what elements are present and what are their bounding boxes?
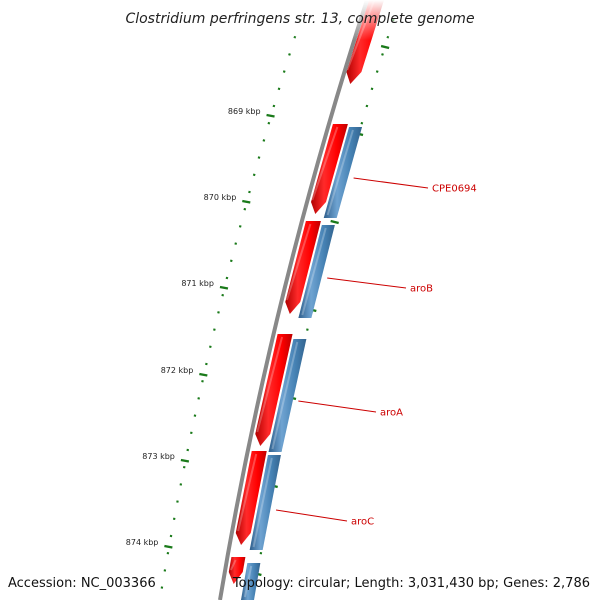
topology-text: Topology: circular; Length: 3,031,430 bp…	[232, 576, 590, 591]
major-tick-outer	[266, 113, 275, 118]
major-tick-outer	[180, 458, 190, 463]
minor-tick-inner	[365, 104, 369, 108]
reverse-gene-arrow-highlight	[252, 457, 273, 548]
forward-gene-arrow	[311, 124, 348, 214]
reverse-gene-arrow	[323, 127, 363, 218]
major-tick-outer	[219, 285, 229, 290]
gene-label-leader	[327, 277, 407, 289]
gene-labels: CPE0694 aroB aroA aroC	[275, 177, 477, 528]
reverse-gene-arrow-highlight	[326, 129, 354, 216]
minor-tick-outer	[238, 225, 242, 228]
forward-gene-arrow-highlight	[256, 336, 284, 433]
minor-tick-inner	[375, 70, 379, 73]
accession-text: Accession: NC_003366	[8, 576, 156, 591]
tick-label: 869 kbp	[228, 107, 261, 116]
tick-label: 872 kbp	[161, 366, 194, 375]
minor-tick-outer	[248, 190, 251, 194]
genome-backbone	[218, 0, 369, 600]
minor-tick-inner	[370, 87, 374, 91]
gene-label-leader	[298, 400, 377, 413]
major-tick-inner	[380, 44, 390, 50]
major-ticks: 869 kbp 870 kbp 871 kbp 872 kbp 873 kbp 874 k…	[126, 44, 390, 577]
forward-gene-arrow-highlight	[285, 223, 312, 301]
minor-tick-inner	[360, 121, 364, 125]
gene-label-leader	[353, 177, 429, 189]
minor-tick-inner	[381, 53, 384, 56]
major-tick-outer	[199, 372, 208, 377]
minor-tick-outer	[267, 121, 271, 125]
reverse-gene-arrow-highlight	[301, 227, 327, 316]
forward-gene-arrow	[255, 334, 293, 446]
tick-label: 871 kbp	[181, 279, 214, 288]
minor-tick-outer	[282, 70, 286, 73]
reverse-gene-arrow	[268, 339, 307, 452]
reverse-gene-arrow	[241, 563, 261, 600]
reverse-gene-arrow	[249, 455, 281, 550]
reverse-gene-arrow	[298, 225, 335, 318]
top-fade	[260, 0, 440, 40]
gene-label-leader	[275, 509, 348, 522]
forward-gene-arrow-highlight	[237, 453, 258, 532]
gene-features	[228, 0, 385, 600]
minor-tick-outer	[234, 242, 238, 245]
reverse-gene-arrow-highlight	[271, 341, 299, 450]
major-tick-inner	[330, 219, 339, 225]
minor-tick-outer	[272, 104, 276, 108]
forward-gene-arrow	[235, 451, 267, 545]
gene-label: aroC	[351, 517, 374, 528]
minor-ticks	[160, 18, 395, 589]
forward-gene-arrow-highlight	[229, 559, 237, 571]
major-tick-outer	[242, 199, 251, 204]
gene-label: CPE0694	[432, 184, 477, 195]
minor-tick-outer	[288, 53, 291, 56]
gene-label: aroB	[410, 284, 433, 295]
map-title: Clostridium perfringens str. 13, complet…	[125, 11, 474, 27]
minor-tick-outer	[257, 156, 261, 159]
minor-tick-outer	[262, 139, 266, 142]
minor-tick-outer	[225, 276, 229, 280]
gene-label: aroA	[380, 408, 403, 419]
forward-gene-arrow	[285, 221, 321, 314]
tick-label: 870 kbp	[204, 193, 237, 202]
tick-label: 873 kbp	[142, 452, 175, 461]
tick-label: 874 kbp	[126, 538, 159, 547]
forward-gene-arrow	[228, 557, 246, 584]
minor-tick-outer	[229, 259, 233, 263]
minor-tick-outer	[252, 173, 256, 177]
minor-tick-outer	[243, 207, 247, 211]
minor-tick-outer	[277, 87, 281, 91]
major-tick-outer	[164, 544, 173, 549]
reverse-gene-arrow-highlight	[243, 565, 253, 598]
forward-gene-arrow-highlight	[311, 126, 339, 201]
